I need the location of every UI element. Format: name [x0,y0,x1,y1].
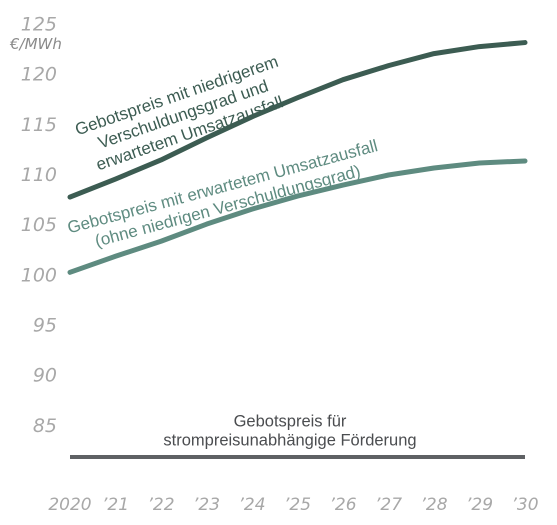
x-tick-label: 2020 [48,495,91,515]
x-tick-label: ’27 [375,495,402,515]
y-tick-label: 125 [21,14,57,36]
y-tick-label: 90 [33,365,57,387]
x-tick-label: ’30 [511,495,538,515]
x-tick-label: ’24 [238,495,265,515]
x-tick-label: ’23 [193,495,220,515]
x-tick-label: ’25 [284,495,311,515]
x-tick-label: ’28 [420,495,447,515]
y-tick-label: 85 [33,415,57,437]
y-tick-label: 100 [21,264,57,286]
y-axis-ticks: 85 90 95 100 105 110 115 120 125 [21,14,57,437]
y-tick-label: 95 [33,315,57,337]
x-tick-label: ’21 [102,495,129,515]
series-annotation-1: Gebotspreis mit niedrigeremVerschuldungs… [73,52,286,175]
y-tick-label: 120 [21,64,57,86]
y-axis-label: €/MWh [9,35,62,53]
x-axis-ticks: 2020 ’21 ’22 ’23 ’24 ’25 ’26 ’27 ’28 ’29 ’30 [48,495,538,515]
annotation-line: Gebotspreis für [234,412,347,430]
y-tick-label: 110 [21,164,57,186]
annotation-line: strompreisunabhängige Förderung [163,431,416,449]
y-tick-label: 105 [21,214,57,236]
series-lines [67,40,528,459]
x-tick-label: ’26 [329,495,356,515]
series-annotations: Gebotspreis mit niedrigeremVerschuldungs… [65,52,416,450]
y-tick-label: 115 [21,114,57,136]
x-tick-label: ’29 [466,495,493,515]
x-tick-label: ’22 [147,495,174,515]
